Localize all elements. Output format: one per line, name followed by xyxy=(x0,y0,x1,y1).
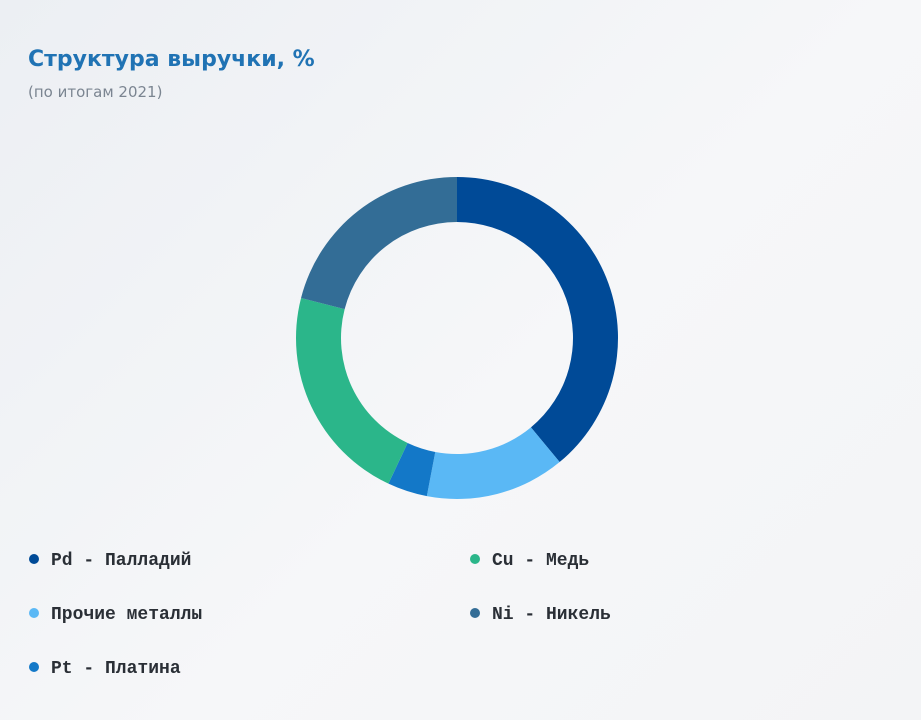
legend-label: Pd - Палладий xyxy=(51,551,191,571)
donut-slice xyxy=(388,442,436,497)
legend-marker xyxy=(470,554,480,564)
legend-label: Прочие металлы xyxy=(51,605,202,625)
legend-marker xyxy=(29,662,39,672)
donut-slice xyxy=(301,177,457,310)
legend-label: Pt - Платина xyxy=(51,659,181,679)
chart-subtitle: (по итогам 2021) xyxy=(28,83,162,101)
donut-slice xyxy=(426,427,560,500)
legend-label: Ni - Никель xyxy=(492,605,611,625)
chart-title: Структура выручки, % xyxy=(28,47,315,72)
legend-marker xyxy=(470,608,480,618)
legend-label: Cu - Медь xyxy=(492,551,589,571)
donut-slice xyxy=(295,297,408,484)
donut-slice xyxy=(457,177,619,463)
legend-marker xyxy=(29,554,39,564)
legend-marker xyxy=(29,608,39,618)
